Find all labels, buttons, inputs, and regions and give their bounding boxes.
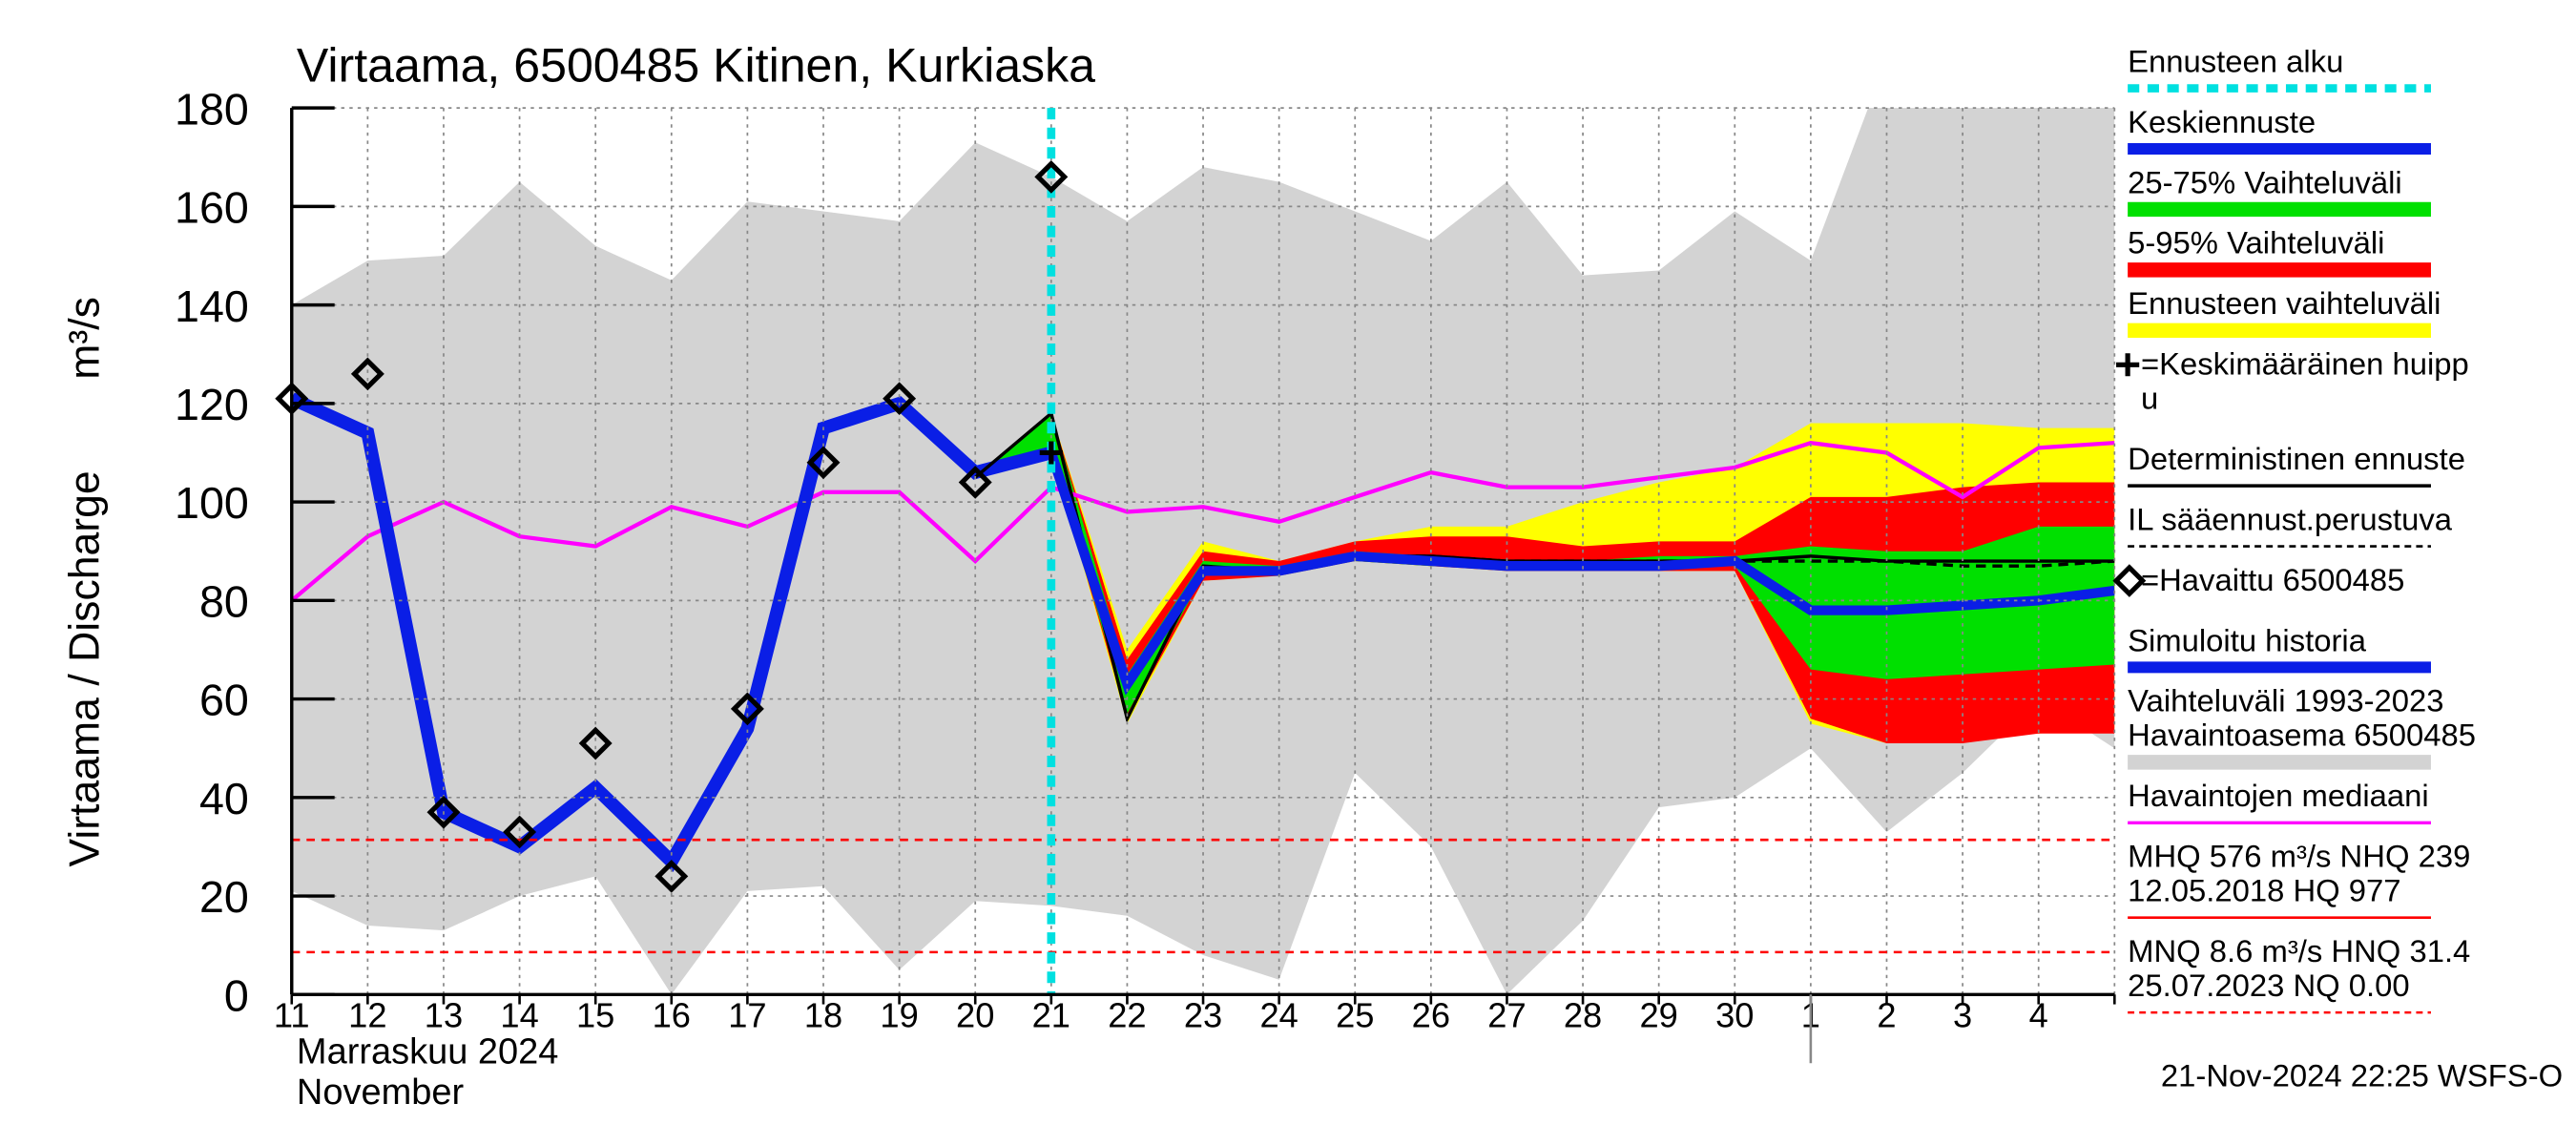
y-tick-label: 160 (175, 183, 249, 233)
legend-label: Simuloitu historia (2128, 622, 2367, 657)
observed-marker (426, 795, 461, 829)
legend-label: Keskiennuste (2128, 104, 2316, 139)
chart-title: Virtaama, 6500485 Kitinen, Kurkiaska (297, 39, 1095, 93)
x-tick-label: 16 (653, 996, 691, 1035)
observed-marker (730, 692, 764, 726)
observed-marker (2112, 564, 2147, 597)
x-tick-label: 30 (1715, 996, 1754, 1035)
y-tick-label: 120 (175, 380, 249, 429)
legend-label: Ennusteen vaihteluväli (2128, 285, 2441, 321)
observed-marker (806, 446, 841, 480)
x-tick-label: 20 (956, 996, 994, 1035)
legend-label: MHQ 576 m³/s NHQ 239 (2128, 839, 2470, 874)
legend-label: Ennusteen alku (2128, 44, 2343, 79)
legend-label: Vaihteluväli 1993-2023 (2128, 683, 2443, 718)
legend-label: 25.07.2023 NQ 0.00 (2128, 968, 2410, 1003)
observed-marker (350, 357, 384, 391)
line-series (974, 410, 2115, 724)
legend-label: MNQ 8.6 m³/s HNQ 31.4 (2128, 933, 2470, 968)
x-tick-label: 3 (1953, 996, 1972, 1035)
observed-marker (503, 815, 537, 849)
y-tick-label: 40 (199, 774, 249, 823)
x-tick-label: 15 (576, 996, 614, 1035)
x-tick-label: 2 (1877, 996, 1896, 1035)
x-tick-label: 19 (880, 996, 918, 1035)
y-tick-label: 100 (175, 478, 249, 528)
x-tick-label: 21 (1032, 996, 1070, 1035)
footer: 21-Nov-2024 22:25 WSFS-O (2161, 1057, 2563, 1093)
observed-marker (883, 382, 917, 416)
legend-label: =Keskimääräinen huipp (2141, 346, 2469, 382)
x-tick-label: 13 (425, 996, 463, 1035)
y-axis-unit: m³/s (60, 297, 108, 380)
x-tick-label: 11 (274, 996, 310, 1035)
y-tick-label: 180 (175, 84, 249, 134)
x-tick-label: 4 (2029, 996, 2048, 1035)
x-tick-label: 25 (1336, 996, 1374, 1035)
legend-label: Havaintoasema 6500485 (2128, 718, 2476, 753)
month-label: November (297, 1072, 464, 1113)
peak-marker (2116, 353, 2140, 377)
legend-label: 12.05.2018 HQ 977 (2128, 873, 2400, 908)
legend-label: u (2141, 381, 2158, 416)
y-tick-label: 80 (199, 577, 249, 627)
x-tick-label: 24 (1259, 996, 1298, 1035)
peak-marker (1039, 441, 1063, 465)
x-tick-label: 29 (1640, 996, 1678, 1035)
x-tick-label: 12 (348, 996, 386, 1035)
y-tick-label: 0 (224, 971, 249, 1021)
y-axis-label: Virtaama / Discharge (60, 470, 108, 866)
y-tick-label: 20 (199, 872, 249, 922)
legend-label: Deterministinen ennuste (2128, 441, 2465, 476)
observed-marker (958, 466, 992, 499)
x-tick-label: 14 (500, 996, 538, 1035)
observed-marker (578, 726, 613, 760)
y-tick-label: 140 (175, 281, 249, 331)
legend-label: 25-75% Vaihteluväli (2128, 164, 2402, 199)
x-tick-label: 17 (728, 996, 766, 1035)
x-tick-label: 23 (1184, 996, 1222, 1035)
month-label: Marraskuu 2024 (297, 1031, 559, 1072)
legend-label: IL sääennust.perustuva (2128, 502, 2453, 537)
y-tick-label: 60 (199, 676, 249, 725)
line-series (291, 440, 2115, 602)
x-tick-label: 22 (1108, 996, 1146, 1035)
x-tick-label: 27 (1487, 996, 1526, 1035)
observed-marker (1034, 160, 1069, 194)
legend-label: Havaintojen mediaani (2128, 778, 2429, 813)
x-tick-label: 26 (1412, 996, 1450, 1035)
observed-marker (654, 860, 689, 893)
x-tick-label: 18 (804, 996, 842, 1035)
x-tick-label: 28 (1564, 996, 1602, 1035)
legend-label: 5-95% Vaihteluväli (2128, 225, 2384, 260)
legend-label: =Havaittu 6500485 (2141, 562, 2404, 597)
